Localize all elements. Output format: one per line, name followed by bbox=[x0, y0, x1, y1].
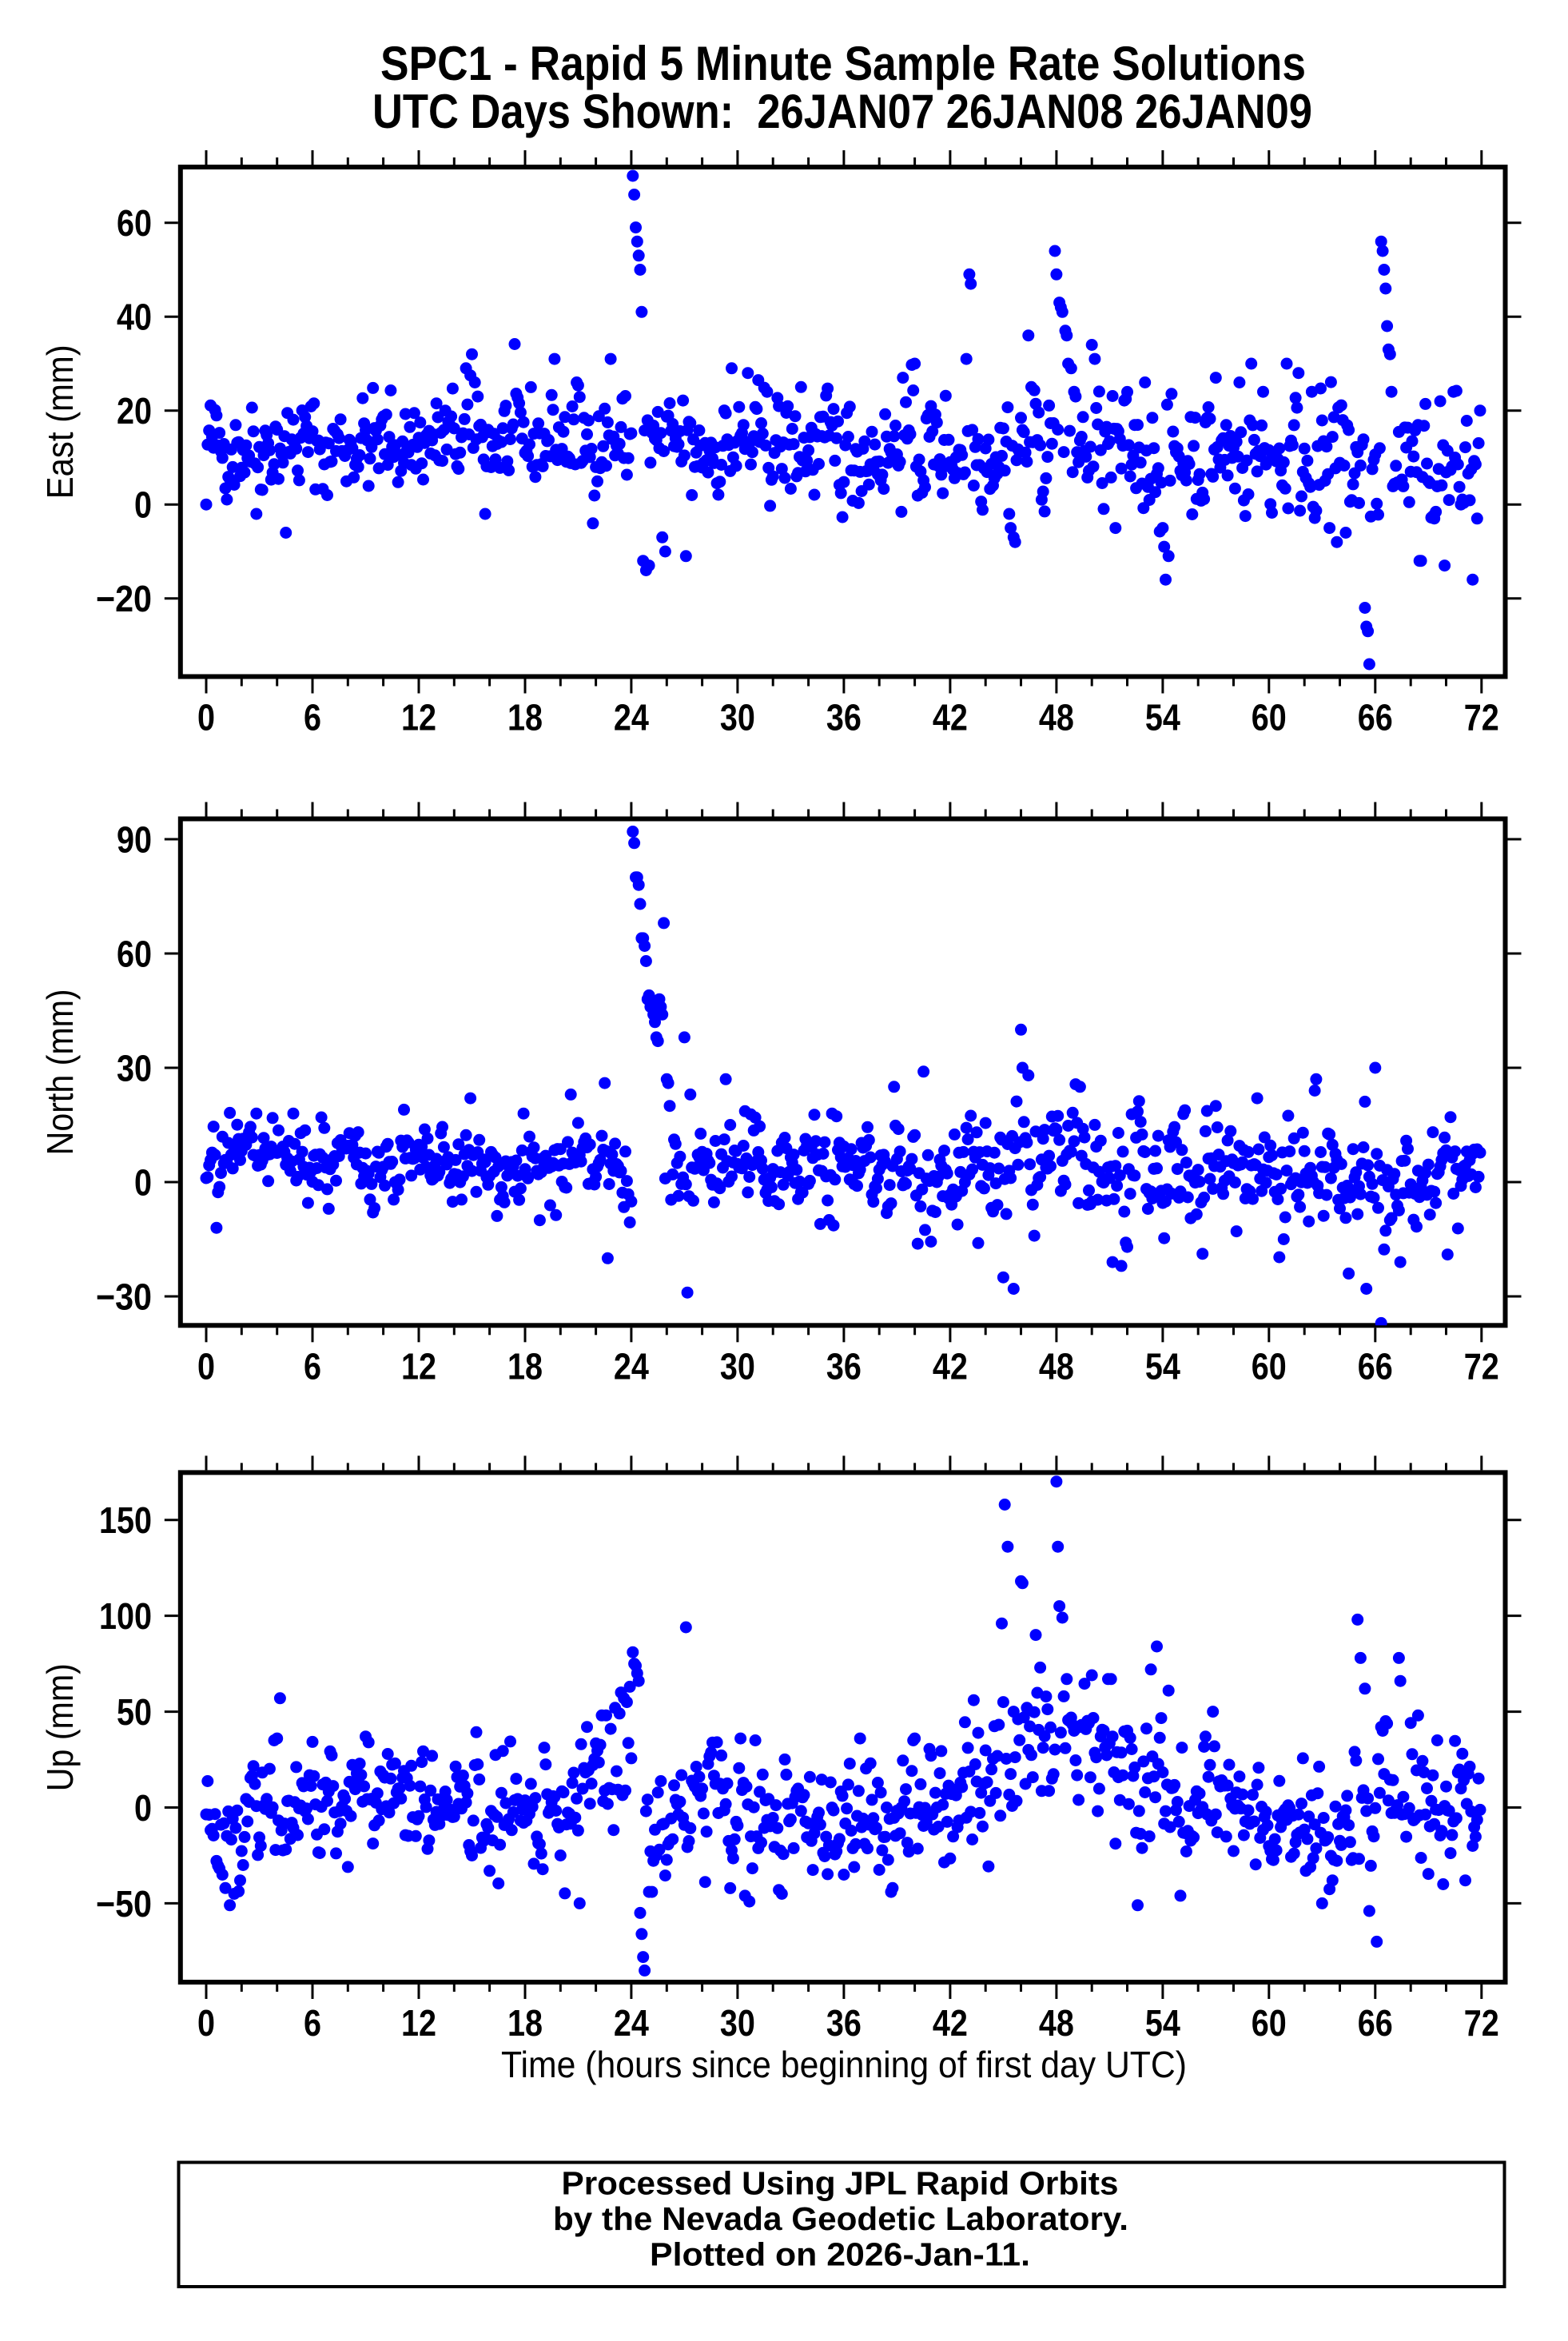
svg-text:−50: −50 bbox=[96, 1883, 152, 1925]
svg-text:48: 48 bbox=[1039, 2002, 1074, 2044]
svg-text:24: 24 bbox=[614, 2002, 649, 2044]
svg-text:18: 18 bbox=[507, 2002, 543, 2044]
svg-text:−20: −20 bbox=[96, 578, 152, 619]
svg-text:0: 0 bbox=[134, 484, 152, 526]
svg-text:North (mm): North (mm) bbox=[39, 989, 81, 1155]
svg-text:12: 12 bbox=[401, 1345, 436, 1387]
svg-text:54: 54 bbox=[1145, 2002, 1180, 2044]
svg-text:24: 24 bbox=[614, 697, 649, 739]
svg-text:SPC1 - Rapid 5 Minute Sample R: SPC1 - Rapid 5 Minute Sample Rate Soluti… bbox=[380, 37, 1306, 90]
svg-text:0: 0 bbox=[134, 1162, 152, 1204]
svg-text:Processed Using JPL Rapid Orbi: Processed Using JPL Rapid Orbits bbox=[562, 2165, 1119, 2202]
svg-text:18: 18 bbox=[507, 1345, 543, 1387]
svg-text:48: 48 bbox=[1039, 697, 1074, 739]
svg-text:30: 30 bbox=[720, 1345, 755, 1387]
svg-text:66: 66 bbox=[1358, 697, 1393, 739]
svg-text:60: 60 bbox=[117, 934, 152, 975]
svg-text:50: 50 bbox=[117, 1691, 152, 1733]
svg-text:0: 0 bbox=[197, 1345, 215, 1387]
svg-text:42: 42 bbox=[933, 1345, 968, 1387]
svg-text:42: 42 bbox=[933, 697, 968, 739]
svg-text:60: 60 bbox=[1252, 697, 1287, 739]
svg-text:0: 0 bbox=[197, 2002, 215, 2044]
svg-text:42: 42 bbox=[933, 2002, 968, 2044]
svg-text:by the Nevada Geodetic Laborat: by the Nevada Geodetic Laboratory. bbox=[553, 2200, 1128, 2237]
svg-text:−30: −30 bbox=[96, 1276, 152, 1318]
svg-text:36: 36 bbox=[826, 2002, 862, 2044]
svg-text:30: 30 bbox=[720, 2002, 755, 2044]
svg-text:60: 60 bbox=[117, 202, 152, 244]
svg-text:72: 72 bbox=[1464, 1345, 1499, 1387]
svg-text:Plotted on 2026-Jan-11.: Plotted on 2026-Jan-11. bbox=[650, 2236, 1030, 2273]
svg-text:30: 30 bbox=[720, 697, 755, 739]
svg-text:48: 48 bbox=[1039, 1345, 1074, 1387]
svg-text:66: 66 bbox=[1358, 2002, 1393, 2044]
svg-text:Up (mm): Up (mm) bbox=[39, 1663, 81, 1791]
svg-text:12: 12 bbox=[401, 697, 436, 739]
svg-text:66: 66 bbox=[1358, 1345, 1393, 1387]
svg-text:36: 36 bbox=[826, 697, 862, 739]
svg-text:30: 30 bbox=[117, 1048, 152, 1089]
svg-text:6: 6 bbox=[304, 1345, 321, 1387]
svg-text:90: 90 bbox=[117, 819, 152, 861]
svg-text:6: 6 bbox=[304, 697, 321, 739]
svg-text:0: 0 bbox=[134, 1787, 152, 1829]
svg-text:150: 150 bbox=[99, 1499, 152, 1541]
svg-text:24: 24 bbox=[614, 1345, 649, 1387]
svg-text:72: 72 bbox=[1464, 2002, 1499, 2044]
svg-text:East (mm): East (mm) bbox=[39, 344, 81, 499]
svg-text:40: 40 bbox=[117, 297, 152, 338]
svg-text:36: 36 bbox=[826, 1345, 862, 1387]
svg-text:60: 60 bbox=[1252, 1345, 1287, 1387]
svg-text:20: 20 bbox=[117, 390, 152, 432]
svg-text:0: 0 bbox=[197, 697, 215, 739]
svg-text:Time (hours since beginning of: Time (hours since beginning of first day… bbox=[501, 2044, 1187, 2085]
svg-text:54: 54 bbox=[1145, 1345, 1180, 1387]
svg-text:12: 12 bbox=[401, 2002, 436, 2044]
svg-text:6: 6 bbox=[304, 2002, 321, 2044]
svg-text:100: 100 bbox=[99, 1595, 152, 1637]
svg-text:60: 60 bbox=[1252, 2002, 1287, 2044]
svg-text:54: 54 bbox=[1145, 697, 1180, 739]
svg-text:UTC Days Shown: 26JAN07 26JAN: UTC Days Shown: 26JAN07 26JAN08 26JAN09 bbox=[372, 85, 1312, 138]
svg-text:72: 72 bbox=[1464, 697, 1499, 739]
svg-text:18: 18 bbox=[507, 697, 543, 739]
